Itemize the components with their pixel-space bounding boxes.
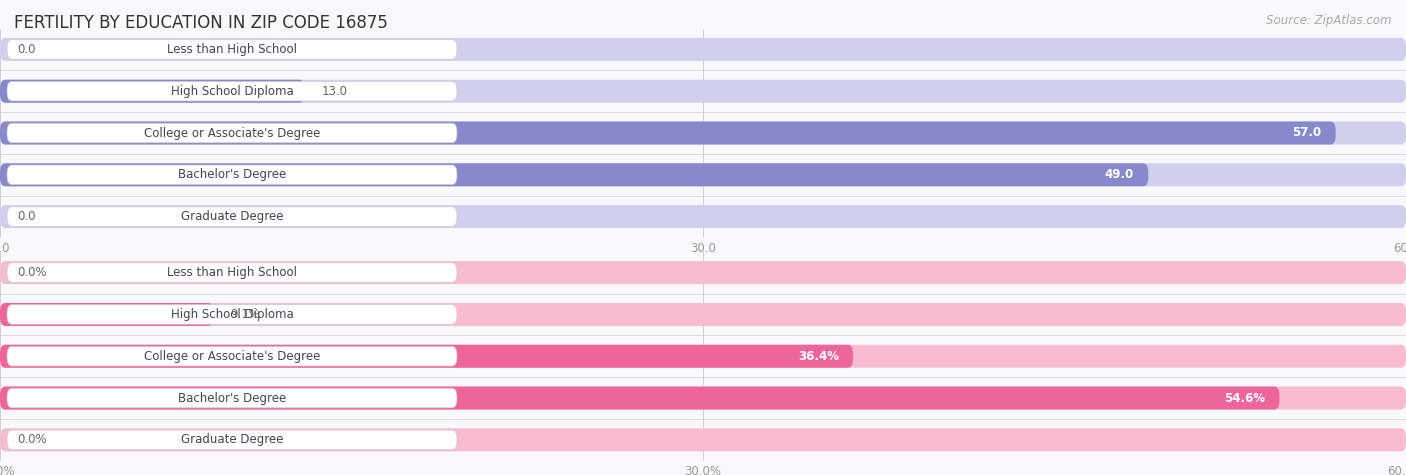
FancyBboxPatch shape (7, 388, 457, 408)
Text: FERTILITY BY EDUCATION IN ZIP CODE 16875: FERTILITY BY EDUCATION IN ZIP CODE 16875 (14, 14, 388, 32)
Text: 36.4%: 36.4% (799, 350, 839, 363)
FancyBboxPatch shape (0, 428, 1406, 451)
Text: Less than High School: Less than High School (167, 266, 297, 279)
Text: Less than High School: Less than High School (167, 43, 297, 56)
FancyBboxPatch shape (7, 123, 457, 143)
Text: Bachelor's Degree: Bachelor's Degree (179, 391, 285, 405)
FancyBboxPatch shape (0, 205, 1406, 228)
Text: 54.6%: 54.6% (1225, 391, 1265, 405)
FancyBboxPatch shape (0, 80, 1406, 103)
FancyBboxPatch shape (0, 303, 214, 326)
FancyBboxPatch shape (0, 122, 1336, 144)
FancyBboxPatch shape (7, 430, 457, 450)
FancyBboxPatch shape (7, 165, 457, 185)
Text: College or Associate's Degree: College or Associate's Degree (143, 126, 321, 140)
Text: 0.0%: 0.0% (17, 266, 46, 279)
Text: Source: ZipAtlas.com: Source: ZipAtlas.com (1267, 14, 1392, 27)
Text: Bachelor's Degree: Bachelor's Degree (179, 168, 285, 181)
FancyBboxPatch shape (0, 38, 1406, 61)
Text: 13.0: 13.0 (322, 85, 347, 98)
FancyBboxPatch shape (7, 81, 457, 101)
Text: 57.0: 57.0 (1292, 126, 1322, 140)
FancyBboxPatch shape (0, 163, 1406, 186)
FancyBboxPatch shape (0, 387, 1406, 409)
FancyBboxPatch shape (0, 261, 1406, 284)
FancyBboxPatch shape (0, 163, 1149, 186)
Text: Graduate Degree: Graduate Degree (181, 433, 283, 446)
FancyBboxPatch shape (7, 263, 457, 283)
Text: 0.0%: 0.0% (17, 433, 46, 446)
FancyBboxPatch shape (0, 345, 1406, 368)
Text: 49.0: 49.0 (1105, 168, 1135, 181)
Text: High School Diploma: High School Diploma (170, 308, 294, 321)
Text: College or Associate's Degree: College or Associate's Degree (143, 350, 321, 363)
FancyBboxPatch shape (7, 304, 457, 324)
FancyBboxPatch shape (0, 122, 1406, 144)
FancyBboxPatch shape (7, 39, 457, 59)
FancyBboxPatch shape (0, 345, 853, 368)
FancyBboxPatch shape (7, 207, 457, 227)
FancyBboxPatch shape (0, 387, 1279, 409)
Text: 0.0: 0.0 (17, 210, 35, 223)
FancyBboxPatch shape (0, 303, 1406, 326)
Text: 9.1%: 9.1% (231, 308, 260, 321)
Text: 0.0: 0.0 (17, 43, 35, 56)
FancyBboxPatch shape (0, 80, 305, 103)
Text: Graduate Degree: Graduate Degree (181, 210, 283, 223)
FancyBboxPatch shape (7, 346, 457, 366)
Text: High School Diploma: High School Diploma (170, 85, 294, 98)
